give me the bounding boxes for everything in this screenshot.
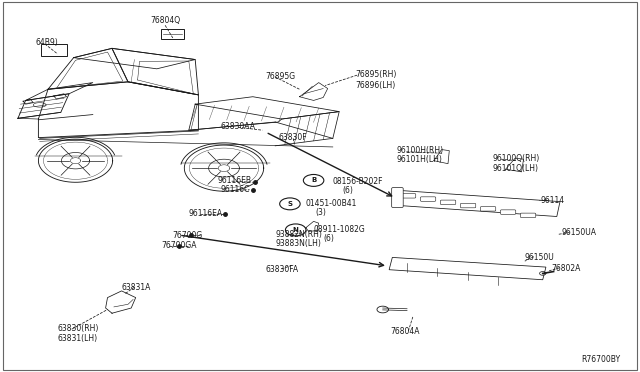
FancyBboxPatch shape xyxy=(41,44,67,56)
Text: 96100Q(RH): 96100Q(RH) xyxy=(493,154,540,163)
Text: 63830AA: 63830AA xyxy=(221,122,256,131)
FancyBboxPatch shape xyxy=(392,187,403,208)
Text: 96101H(LH): 96101H(LH) xyxy=(397,155,443,164)
Text: 76700G: 76700G xyxy=(173,231,203,240)
Text: 63831(LH): 63831(LH) xyxy=(58,334,98,343)
FancyBboxPatch shape xyxy=(460,203,476,208)
FancyBboxPatch shape xyxy=(481,206,496,211)
Text: 08156-B202F: 08156-B202F xyxy=(333,177,383,186)
Text: N: N xyxy=(292,227,299,233)
Text: (6): (6) xyxy=(323,234,334,243)
Text: (6): (6) xyxy=(342,186,353,195)
Text: 96101Q(LH): 96101Q(LH) xyxy=(493,164,539,173)
FancyBboxPatch shape xyxy=(420,197,436,201)
Text: 63830F: 63830F xyxy=(278,133,307,142)
Text: 96150U: 96150U xyxy=(525,253,554,262)
FancyBboxPatch shape xyxy=(440,200,456,205)
Text: 96100H(RH): 96100H(RH) xyxy=(397,146,444,155)
Text: S: S xyxy=(287,201,292,207)
Text: 76895G: 76895G xyxy=(266,72,296,81)
Text: 93882N(RH): 93882N(RH) xyxy=(275,230,322,239)
FancyBboxPatch shape xyxy=(401,193,416,198)
Text: 63830(RH): 63830(RH) xyxy=(58,324,99,333)
Text: 96116EA: 96116EA xyxy=(189,209,223,218)
FancyBboxPatch shape xyxy=(161,29,184,39)
Text: 96116EB: 96116EB xyxy=(218,176,252,185)
Text: 64B9): 64B9) xyxy=(35,38,58,47)
Text: 76804A: 76804A xyxy=(390,327,420,336)
Text: 76895(RH): 76895(RH) xyxy=(355,70,397,79)
Text: 76700GA: 76700GA xyxy=(161,241,196,250)
Text: 01451-00B41: 01451-00B41 xyxy=(306,199,357,208)
Text: 76802A: 76802A xyxy=(552,264,581,273)
Text: R76700BY: R76700BY xyxy=(582,355,621,364)
Text: B: B xyxy=(311,177,316,183)
Text: 96150UA: 96150UA xyxy=(562,228,597,237)
Text: 96116C: 96116C xyxy=(221,185,250,194)
Text: 93883N(LH): 93883N(LH) xyxy=(275,239,321,248)
FancyBboxPatch shape xyxy=(520,213,536,218)
Text: (3): (3) xyxy=(315,208,326,217)
FancyBboxPatch shape xyxy=(500,210,516,214)
Text: 63831A: 63831A xyxy=(122,283,151,292)
Text: 96114: 96114 xyxy=(541,196,565,205)
Text: 76804Q: 76804Q xyxy=(150,16,180,25)
Text: 76896(LH): 76896(LH) xyxy=(355,81,396,90)
Text: 08911-1082G: 08911-1082G xyxy=(314,225,365,234)
Text: 63830FA: 63830FA xyxy=(266,265,299,274)
